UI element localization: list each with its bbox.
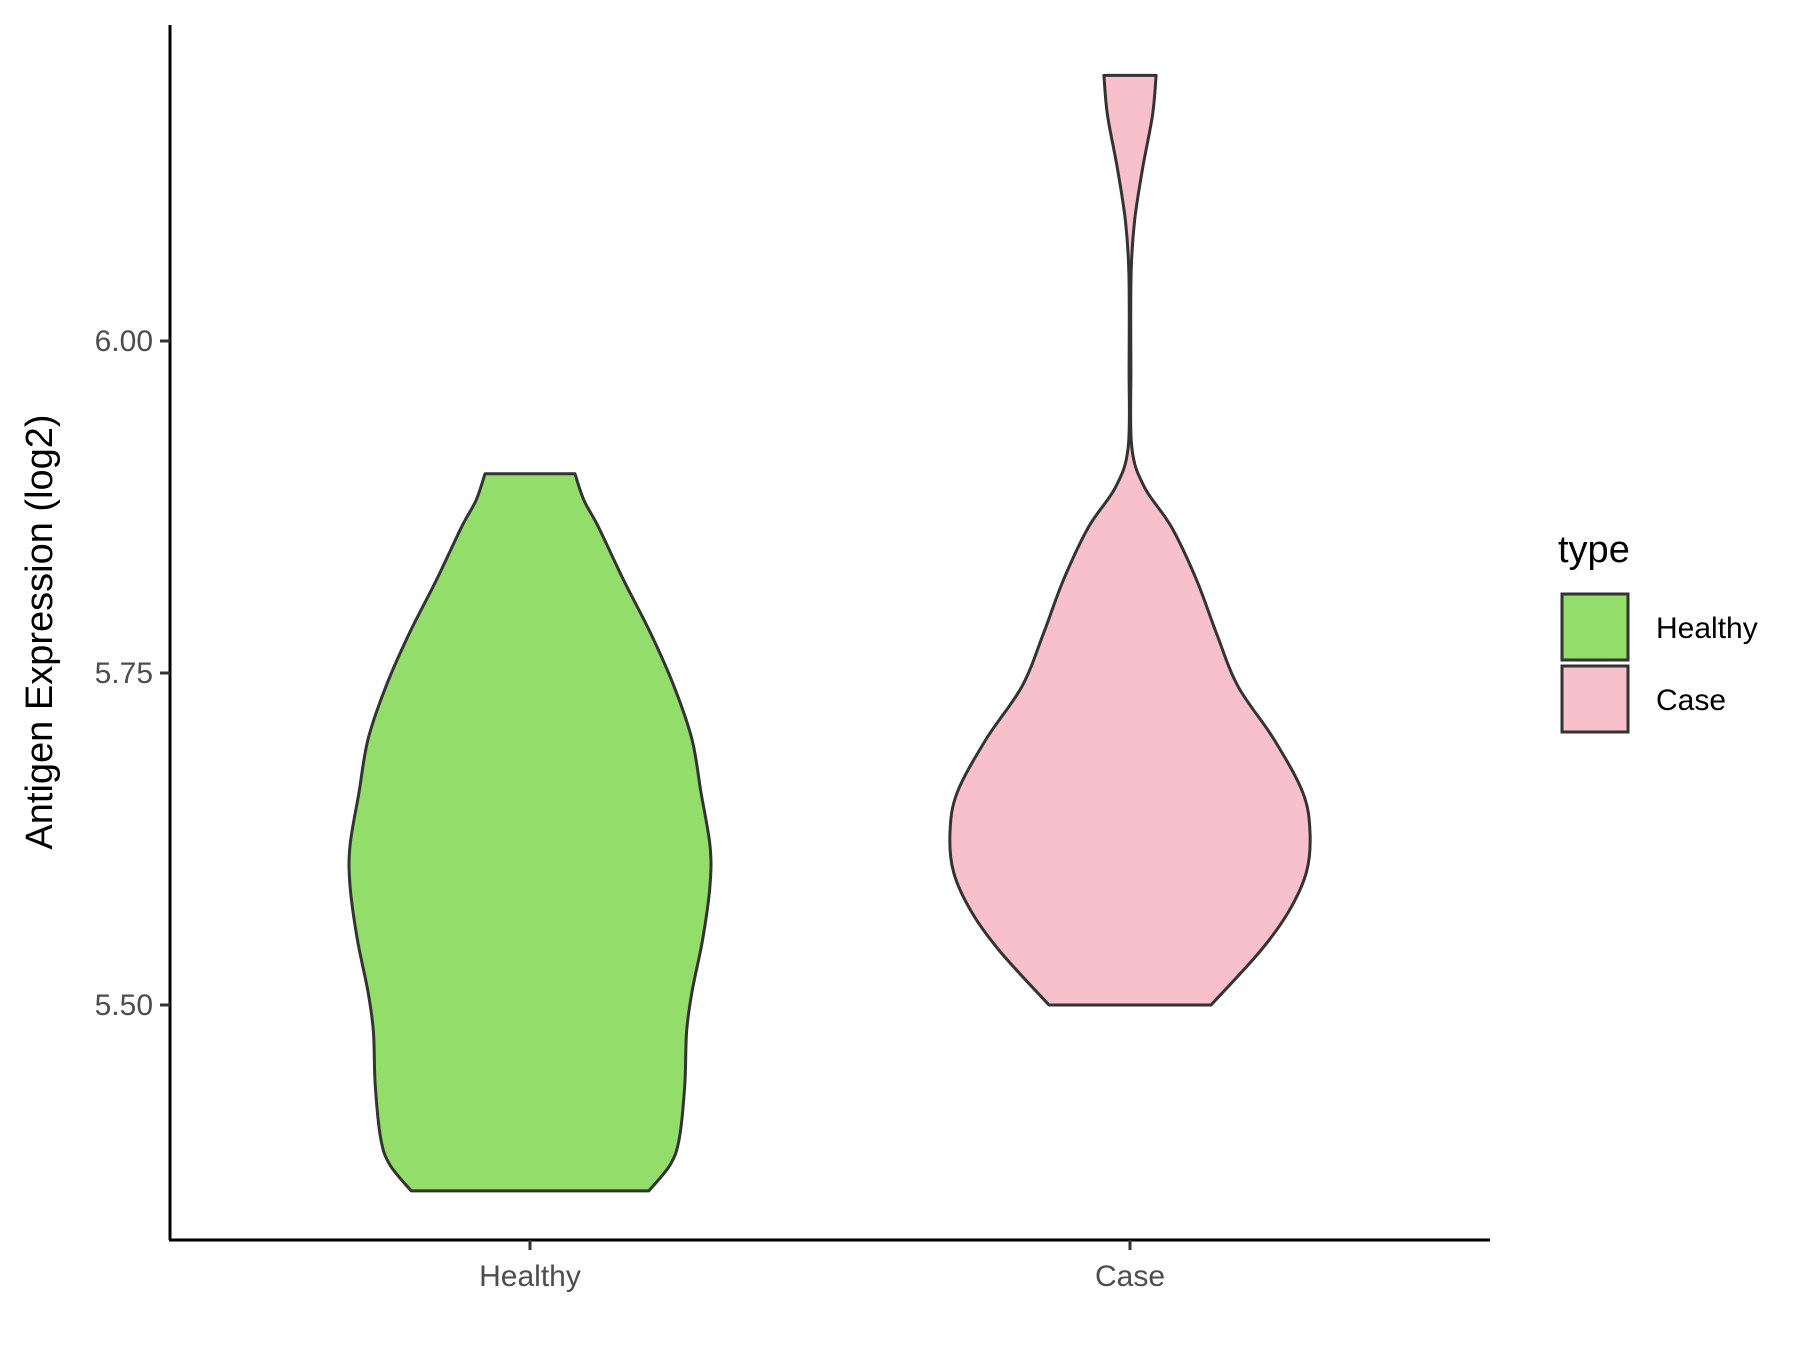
legend-swatch-healthy bbox=[1560, 592, 1630, 662]
y-tick-label: 6.00 bbox=[95, 325, 153, 358]
y-axis-title: Antigen Expression (log2) bbox=[19, 414, 61, 849]
y-axis-ticks: 5.50 5.75 6.00 bbox=[95, 325, 170, 1022]
legend-label: Case bbox=[1656, 684, 1726, 717]
legend-label: Healthy bbox=[1656, 612, 1758, 645]
y-tick-label: 5.75 bbox=[95, 657, 153, 690]
violin-healthy bbox=[347, 472, 713, 1193]
violins-layer bbox=[347, 73, 1312, 1193]
y-tick-label: 5.50 bbox=[95, 989, 153, 1022]
x-axis-ticks: Healthy Case bbox=[479, 1240, 1165, 1293]
x-tick-label: Healthy bbox=[479, 1260, 581, 1293]
legend-swatch-case bbox=[1560, 664, 1630, 734]
x-tick-label: Case bbox=[1095, 1260, 1165, 1293]
violin-case bbox=[948, 73, 1312, 1007]
legend-title: type bbox=[1558, 529, 1630, 571]
legend: type Healthy Case bbox=[1558, 529, 1758, 734]
